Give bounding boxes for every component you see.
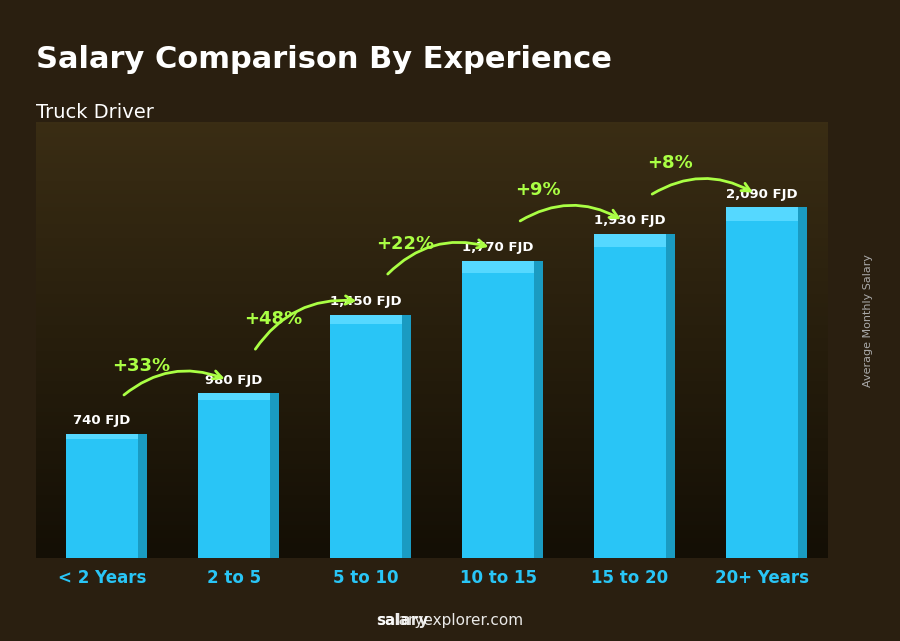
Text: +48%: +48%	[245, 310, 302, 328]
Text: salaryexplorer.com: salaryexplorer.com	[377, 613, 523, 628]
Text: 2,090 FJD: 2,090 FJD	[726, 188, 797, 201]
FancyArrowPatch shape	[124, 371, 222, 395]
Text: +33%: +33%	[112, 357, 171, 375]
Text: Salary Comparison By Experience: Salary Comparison By Experience	[36, 45, 612, 74]
Text: Average Monthly Salary: Average Monthly Salary	[863, 254, 873, 387]
Bar	[329, 315, 402, 558]
Bar	[725, 207, 798, 558]
Bar	[462, 261, 535, 273]
FancyArrowPatch shape	[388, 240, 486, 274]
FancyBboxPatch shape	[798, 207, 807, 558]
FancyBboxPatch shape	[402, 315, 411, 558]
FancyArrowPatch shape	[256, 296, 354, 349]
Bar	[66, 433, 139, 438]
Bar	[66, 433, 139, 558]
Bar	[725, 207, 798, 221]
Bar	[198, 394, 270, 400]
FancyBboxPatch shape	[535, 261, 543, 558]
Bar	[594, 234, 666, 247]
Text: 1,450 FJD: 1,450 FJD	[330, 295, 401, 308]
Text: +22%: +22%	[376, 235, 435, 253]
FancyArrowPatch shape	[520, 205, 618, 221]
Text: 740 FJD: 740 FJD	[73, 414, 130, 427]
FancyBboxPatch shape	[666, 234, 675, 558]
Bar	[594, 234, 666, 558]
FancyBboxPatch shape	[139, 433, 147, 558]
Text: 1,930 FJD: 1,930 FJD	[594, 214, 666, 228]
Text: +9%: +9%	[515, 181, 561, 199]
Text: Truck Driver: Truck Driver	[36, 103, 154, 122]
Bar	[329, 315, 402, 324]
FancyBboxPatch shape	[270, 394, 279, 558]
Text: 1,770 FJD: 1,770 FJD	[463, 241, 534, 254]
Bar	[198, 394, 270, 558]
Bar	[462, 261, 535, 558]
Text: salary: salary	[376, 613, 428, 628]
Text: 980 FJD: 980 FJD	[205, 374, 263, 387]
FancyArrowPatch shape	[652, 178, 751, 194]
Text: +8%: +8%	[647, 154, 692, 172]
